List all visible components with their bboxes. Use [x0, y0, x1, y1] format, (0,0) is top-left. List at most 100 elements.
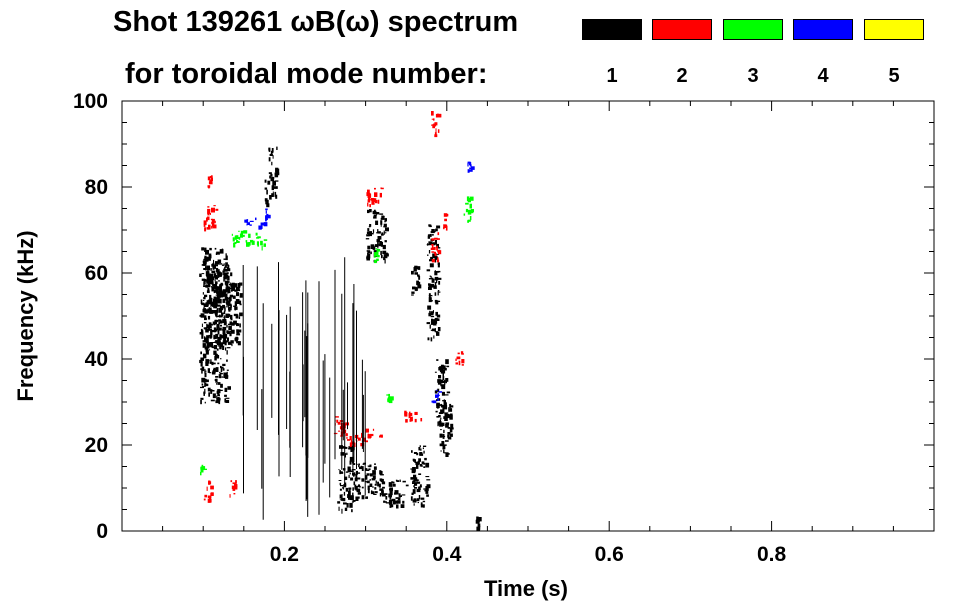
spectrum-cell	[383, 223, 387, 228]
spectrum-cell	[431, 259, 435, 263]
spectrum-cell	[204, 227, 207, 232]
spectrum-cell	[427, 305, 432, 310]
spectrum-cell	[204, 255, 207, 258]
spectrum-cell	[435, 228, 438, 232]
spectrum-cell	[419, 445, 421, 448]
spectrum-cell	[372, 210, 377, 215]
spectrum-cell	[229, 494, 231, 498]
spectrum-cell	[411, 450, 413, 453]
spectrum-cell	[233, 242, 236, 248]
spectrum-cell	[413, 474, 417, 479]
spectrum-cell	[213, 334, 215, 340]
spectrum-cell	[205, 284, 209, 287]
spectrum-cell	[442, 365, 446, 370]
spectrum-cell	[442, 433, 445, 439]
spectrum-cell	[213, 327, 217, 333]
spectrum-cell	[210, 391, 213, 394]
spectrum-cell	[431, 244, 434, 249]
spectrum-cell	[463, 213, 466, 216]
spectrum-cell	[351, 469, 356, 471]
spectrum-cell	[418, 486, 421, 490]
spectrum-cell	[225, 306, 230, 308]
spectrum-cell	[405, 419, 408, 423]
mode-1-region-15	[475, 516, 482, 531]
spectrum-cell	[439, 422, 443, 427]
spectrum-cell	[433, 322, 437, 326]
spectrum-cell	[388, 482, 392, 487]
spectrum-cell	[347, 439, 351, 441]
spectrum-cell	[445, 359, 449, 365]
spectrum-cell	[376, 249, 381, 252]
spectrum-cell	[371, 232, 374, 235]
spectrum-cell	[239, 293, 243, 298]
spectrum-cell	[207, 208, 211, 214]
spectrum-cell	[204, 279, 206, 285]
y-tick-label: 20	[85, 434, 108, 457]
spectrum-cell	[213, 205, 216, 207]
series-mode-4	[244, 161, 475, 404]
spectrum-cell	[209, 247, 212, 251]
spectrum-cell	[216, 342, 220, 345]
spectrum-cell	[203, 303, 206, 307]
spectrum-cell	[379, 192, 382, 198]
spectrum-cell	[207, 289, 210, 291]
spectrum-cell	[224, 394, 227, 397]
spectrum-cell	[349, 502, 353, 508]
spectrum-cell	[428, 312, 432, 317]
spectrum-cell	[374, 244, 379, 247]
spectrum-cell	[369, 224, 372, 227]
spectrum-cell	[438, 113, 442, 118]
spectrum-cell	[215, 333, 219, 339]
spectrum-cell	[367, 245, 371, 250]
spectrum-cell	[206, 335, 210, 339]
spectrum-cell	[434, 240, 437, 245]
spectrum-cell	[214, 247, 217, 250]
spectrum-cell	[210, 330, 213, 335]
spectrum-cell	[434, 328, 436, 333]
spectrum-cell	[213, 273, 217, 278]
spectrum-cell	[225, 253, 227, 256]
spectrum-cell	[225, 295, 227, 297]
spectrum-cell	[461, 353, 464, 355]
spectrum-cell	[437, 257, 439, 261]
spectrum-cell	[417, 274, 420, 278]
mode-2-region-12	[203, 480, 214, 503]
spectrum-cell	[337, 421, 341, 425]
spectrum-cell	[440, 429, 442, 431]
spectrum-cell	[367, 199, 371, 203]
spectrum-cell	[227, 337, 229, 341]
spectrum-cell	[222, 330, 225, 332]
spectrum-cell	[377, 199, 380, 204]
spectrum-cell	[389, 488, 391, 491]
spectrum-cell	[213, 291, 215, 294]
spectrum-cell	[369, 204, 371, 208]
spectrum-cell	[447, 427, 451, 429]
spectrum-cell	[368, 465, 372, 468]
spectrum-cell	[372, 229, 375, 233]
spectrum-cell	[369, 231, 372, 237]
spectrum-cell	[423, 466, 426, 468]
spectrum-cell	[212, 321, 217, 325]
spectrum-cell	[216, 291, 221, 297]
spectrum-cell	[431, 124, 433, 126]
spectrum-cell	[368, 196, 371, 201]
spectrum-cell	[431, 242, 436, 246]
spectrum-cell	[203, 305, 206, 308]
spectrum-cell	[434, 282, 437, 286]
spectrum-cell	[375, 247, 377, 250]
spectrum-cell	[233, 486, 235, 490]
spectrum-cell	[435, 113, 439, 118]
spectrum-cell	[374, 192, 378, 197]
spectrum-cell	[366, 256, 369, 259]
spectrum-cell	[210, 399, 215, 402]
spectrum-cell	[424, 457, 427, 461]
spectrum-cell	[382, 250, 387, 255]
spectrum-cell	[422, 447, 424, 450]
spectrum-cell	[434, 132, 437, 137]
spectrum-cell	[352, 472, 356, 476]
spectrum-cell	[200, 299, 203, 304]
spectrum-cell	[380, 220, 383, 225]
legend-label-4: 4	[817, 65, 829, 87]
spectrum-cell	[236, 333, 241, 336]
spectrum-cell	[209, 498, 212, 503]
